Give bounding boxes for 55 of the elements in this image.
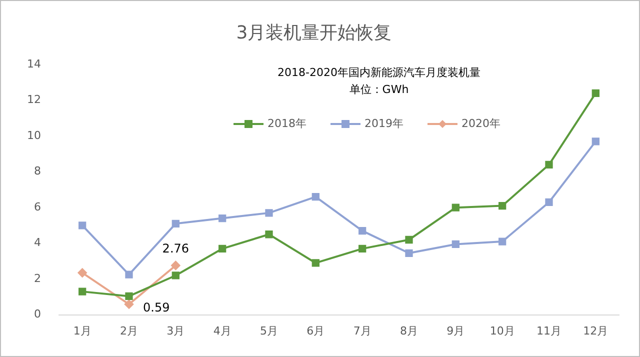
annotation: 单位：GWh: [349, 82, 409, 96]
y-tick-label: 0: [34, 308, 41, 321]
point: [218, 214, 226, 222]
x-tick-label: 5月: [260, 324, 278, 338]
point: [312, 259, 320, 267]
point: [265, 230, 273, 238]
point: [592, 89, 600, 98]
point: [405, 249, 413, 257]
legend-label: 2019年: [364, 116, 404, 130]
point: [405, 236, 413, 244]
y-tick-label: 6: [34, 200, 41, 214]
y-tick-label: 12: [26, 93, 41, 106]
x-tick-label: 10月: [490, 324, 515, 338]
x-tick-label: 8月: [400, 324, 418, 338]
x-tick-label: 11月: [536, 324, 562, 338]
legend-label: 2018年: [268, 116, 307, 130]
point: [452, 240, 460, 248]
chart-title: 3月装机量开始恢复: [236, 22, 392, 44]
y-tick-label: 14: [26, 57, 41, 70]
x-tick-label: 4月: [213, 324, 232, 338]
y-tick-label: 8: [34, 164, 41, 178]
data-label: 0.59: [142, 300, 170, 314]
point: [78, 268, 87, 278]
x-tick-label: 6月: [306, 324, 325, 338]
point: [452, 204, 460, 212]
y-tick-label: 4: [34, 236, 41, 250]
point: [172, 272, 180, 280]
x-tick-label: 2月: [120, 324, 138, 338]
y-tick-label: 10: [26, 128, 41, 142]
x-tick-label: 3月: [166, 324, 185, 338]
point: [358, 244, 366, 253]
x-tick-label: 7月: [353, 324, 372, 338]
data-label: 2.76: [162, 242, 190, 256]
point: [125, 270, 133, 278]
x-tick-label: 1月: [73, 324, 92, 338]
point: [172, 220, 180, 228]
point: [498, 238, 506, 246]
x-tick-label: 12月: [583, 324, 608, 338]
point: [545, 160, 553, 169]
point: [78, 222, 86, 230]
y-tick-label: 2: [34, 272, 41, 285]
point: [498, 202, 506, 210]
point: [592, 138, 600, 146]
point: [125, 292, 133, 300]
legend-label: 2020年: [461, 116, 500, 130]
point: [78, 288, 86, 296]
point: [124, 300, 134, 309]
point: [312, 193, 320, 201]
chart-subtitle: 2018-2020年国内新能源汽车月度装机量: [278, 66, 480, 79]
point: [218, 244, 226, 253]
point: [545, 198, 553, 206]
x-tick-label: 9月: [446, 324, 465, 338]
point: [265, 209, 273, 217]
point: [358, 226, 366, 235]
point: [171, 260, 180, 270]
